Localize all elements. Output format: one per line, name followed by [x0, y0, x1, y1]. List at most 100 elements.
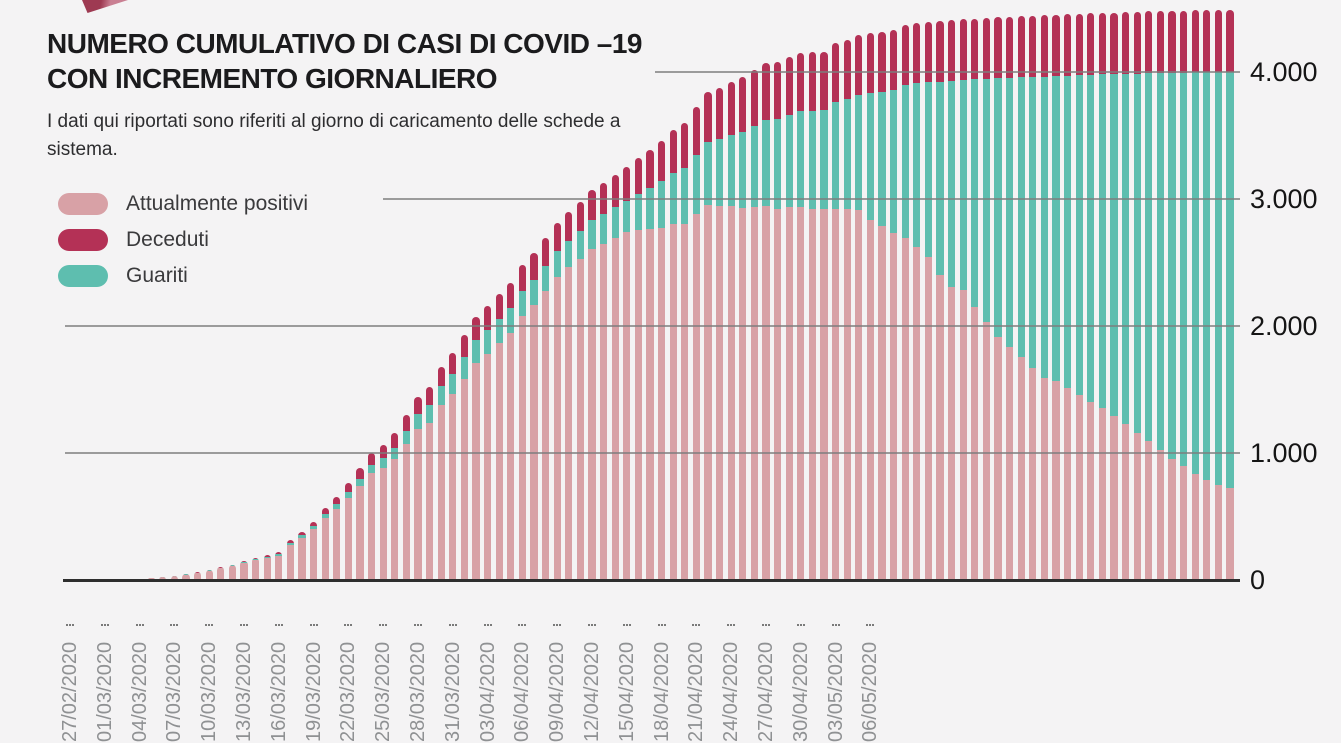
- bar-segment-positivi: [518, 315, 527, 580]
- chart-subtitle: I dati qui riportati sono riferiti al gi…: [47, 111, 621, 160]
- bar-segment-positivi: [866, 220, 875, 580]
- y-tick-label: 2.000: [1250, 311, 1318, 341]
- bar-segment-positivi: [913, 247, 921, 580]
- x-tick-label: 18/04/2020: [650, 641, 673, 742]
- bar-segment-positivi: [321, 517, 329, 580]
- legend-label: Attualmente positivi: [126, 192, 309, 215]
- bar-segment-deceduti: [530, 252, 538, 280]
- bar-segment-positivi: [367, 473, 376, 580]
- bar-segment-guariti: [576, 231, 585, 259]
- bar-segment-guariti: [541, 265, 550, 292]
- chart-title-line2: CON INCREMENTO GIORNALIERO: [47, 63, 498, 94]
- bar-segment-positivi: [159, 577, 167, 580]
- x-tick-mark: [796, 624, 805, 626]
- bar-segment-deceduti: [692, 107, 701, 155]
- x-tick-mark: [100, 624, 109, 626]
- bar-segment-guariti: [321, 513, 329, 518]
- bar-segment-deceduti: [553, 223, 561, 252]
- bar: [588, 190, 596, 580]
- bar-segment-positivi: [924, 256, 933, 580]
- x-tick-mark: [483, 624, 492, 626]
- bar-segment-positivi: [739, 207, 747, 580]
- bar-segment-positivi: [1156, 450, 1165, 580]
- bar-segment-positivi: [599, 243, 608, 580]
- y-tick-label: 0: [1250, 565, 1266, 595]
- bar-segment-guariti: [275, 553, 283, 556]
- bar-segment-guariti: [971, 79, 979, 307]
- bar-segment-positivi: [402, 444, 411, 580]
- bar-segment-deceduti: [1052, 14, 1060, 77]
- bar-segment-deceduti: [1226, 9, 1234, 72]
- bar-segment-guariti: [309, 526, 318, 530]
- bar-segment-deceduti: [762, 63, 770, 120]
- bar: [1168, 10, 1176, 580]
- bar-segment-guariti: [1005, 77, 1014, 348]
- bar-segment-deceduti: [669, 130, 677, 173]
- bar-segment-positivi: [1203, 479, 1211, 580]
- bar-segment-deceduti: [518, 265, 527, 292]
- bar: [565, 212, 573, 580]
- bar: [228, 564, 237, 580]
- bar-segment-positivi: [240, 562, 248, 580]
- bar: [344, 483, 353, 580]
- bar-segment-positivi: [1110, 415, 1118, 580]
- bar-segment-deceduti: [1133, 11, 1141, 74]
- legend-item-guariti: Guariti: [58, 258, 308, 294]
- bar: [182, 574, 190, 580]
- bar-segment-guariti: [379, 458, 387, 469]
- bar-segment-deceduti: [309, 521, 318, 527]
- bar-segment-deceduti: [1168, 10, 1176, 73]
- bar: [1226, 9, 1234, 580]
- bar-segment-deceduti: [437, 366, 445, 387]
- bar-segment-positivi: [541, 291, 550, 580]
- bar-segment-deceduti: [228, 564, 237, 566]
- bar-segment-deceduti: [507, 282, 515, 309]
- bar-segment-deceduti: [913, 23, 921, 84]
- x-tick-mark: [344, 624, 353, 626]
- bar: [994, 17, 1002, 580]
- bar-segment-guariti: [599, 214, 608, 244]
- bar-segment-positivi: [379, 468, 387, 580]
- bar: [298, 531, 306, 580]
- bar: [402, 414, 411, 580]
- bar: [507, 282, 515, 580]
- bar-segment-deceduti: [866, 33, 875, 93]
- bar-segment-guariti: [785, 114, 793, 208]
- bar-segment-deceduti: [704, 92, 712, 142]
- bar: [1110, 12, 1118, 580]
- bar-segment-deceduti: [1191, 10, 1199, 73]
- bar: [1005, 16, 1014, 580]
- bar-segment-positivi: [820, 209, 828, 580]
- bar-segment-positivi: [1087, 401, 1095, 580]
- x-tick-label: 31/03/2020: [441, 641, 464, 742]
- legend-label: Deceduti: [126, 228, 209, 251]
- bar: [251, 557, 260, 580]
- bar: [959, 19, 967, 580]
- legend-swatch-guariti-icon: [58, 265, 108, 287]
- bar-segment-positivi: [449, 394, 457, 580]
- bar: [530, 252, 538, 580]
- x-tick-mark: [414, 624, 422, 626]
- bar-segment-guariti: [217, 567, 225, 569]
- bar-segment-deceduti: [1017, 16, 1025, 78]
- x-tick-mark: [762, 624, 770, 626]
- bar: [541, 238, 550, 580]
- bar: [553, 223, 561, 580]
- bar: [379, 444, 387, 580]
- bar: [193, 572, 202, 580]
- bar-segment-deceduti: [1214, 9, 1223, 72]
- bar-segment-positivi: [286, 544, 295, 580]
- bar-segment-positivi: [1168, 458, 1176, 580]
- bar-segment-guariti: [460, 356, 469, 379]
- gridline: [383, 198, 1240, 200]
- bar-segment-deceduti: [855, 35, 863, 95]
- bar-segment-deceduti: [634, 158, 643, 195]
- bar-segment-positivi: [704, 205, 712, 580]
- x-tick-mark: [866, 624, 875, 626]
- bar-segment-deceduti: [391, 433, 399, 448]
- bar-segment-positivi: [1063, 388, 1072, 580]
- bar: [704, 92, 712, 580]
- bar-segment-deceduti: [878, 31, 886, 92]
- bar: [820, 51, 828, 580]
- bar: [889, 30, 898, 580]
